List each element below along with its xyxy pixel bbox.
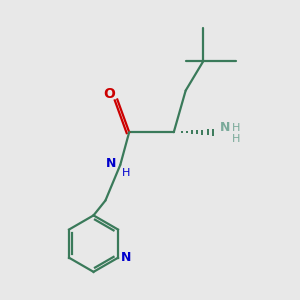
Text: N: N — [106, 157, 116, 170]
Text: H: H — [122, 168, 130, 178]
Text: H: H — [232, 123, 240, 133]
Text: H: H — [232, 134, 240, 144]
Text: N: N — [220, 121, 230, 134]
Text: O: O — [103, 87, 115, 101]
Text: N: N — [121, 251, 131, 264]
